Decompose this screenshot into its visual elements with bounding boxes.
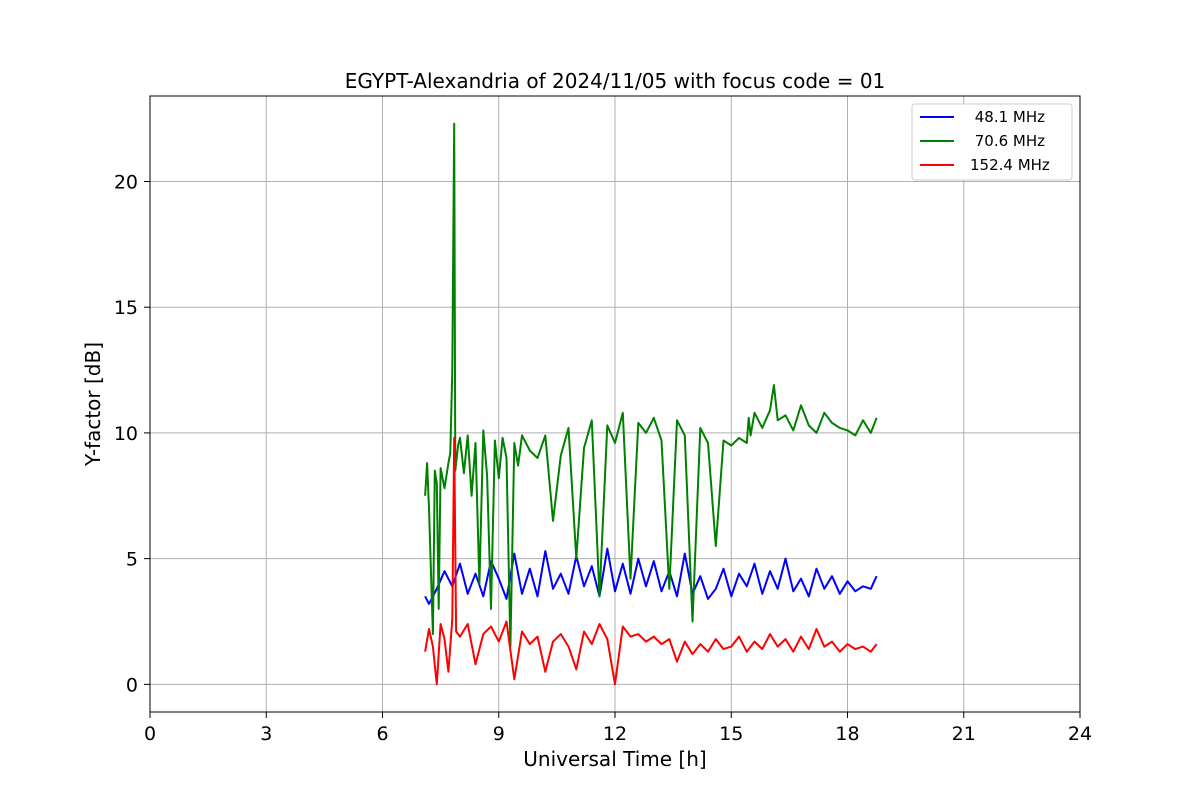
x-tick-label: 0: [144, 723, 156, 745]
x-axis-label: Universal Time [h]: [523, 747, 706, 771]
x-tick-label: 12: [603, 723, 627, 745]
legend-label: 48.1 MHz: [970, 108, 1045, 126]
x-tick-label: 6: [376, 723, 388, 745]
series-line-1: [424, 547, 878, 605]
y-tick-label: 5: [126, 549, 138, 571]
axis-ticks: 0 3 6 9 12 15 18 21 24 0 5 10 15 20: [114, 171, 1092, 745]
y-tick-label: 10: [114, 423, 138, 445]
legend-label: 70.6 MHz: [970, 132, 1045, 150]
x-tick-label: 9: [493, 723, 505, 745]
y-tick-label: 0: [126, 674, 138, 696]
series-layer: [424, 122, 878, 686]
y-axis-label: Y-factor [dB]: [81, 342, 105, 467]
x-tick-label: 3: [260, 723, 272, 745]
y-tick-label: 20: [114, 171, 138, 193]
x-tick-label: 21: [952, 723, 976, 745]
legend-box: [911, 103, 1073, 181]
x-tick-label: 18: [835, 723, 859, 745]
y-tick-label: 15: [114, 297, 138, 319]
x-tick-label: 24: [1068, 723, 1092, 745]
legend-label: 152.4 MHz: [970, 156, 1050, 174]
legend: 48.1 MHz 70.6 MHz 152.4 MHz: [911, 103, 1073, 181]
chart-title: EGYPT-Alexandria of 2024/11/05 with focu…: [345, 69, 886, 93]
series-line-3: [424, 436, 878, 686]
series-line-2: [424, 122, 878, 648]
x-tick-label: 15: [719, 723, 743, 745]
